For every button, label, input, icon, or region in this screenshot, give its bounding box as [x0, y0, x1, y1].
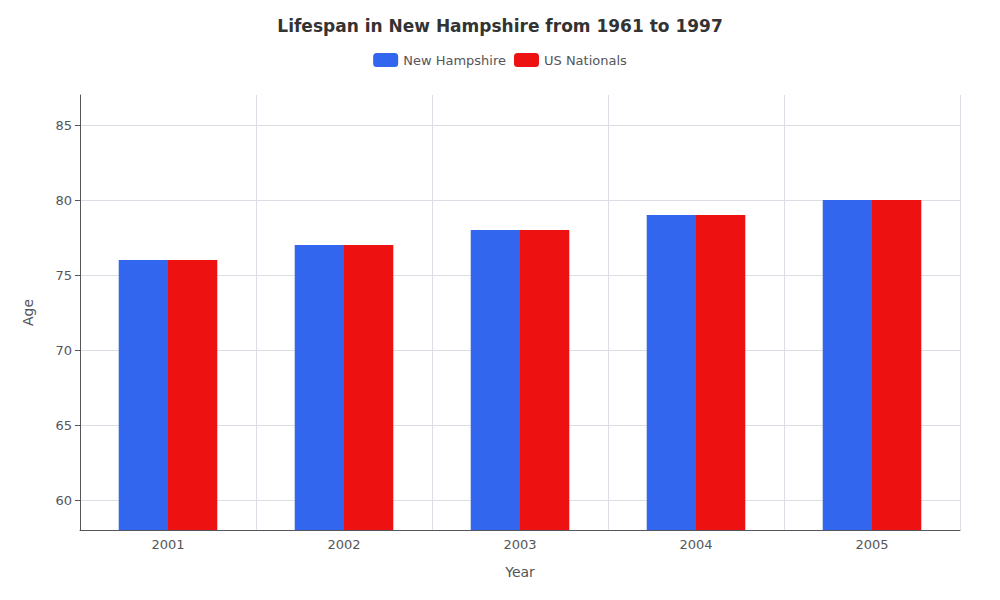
svg-text:US Nationals: US Nationals — [544, 53, 627, 68]
svg-text:75: 75 — [55, 268, 72, 283]
svg-text:65: 65 — [55, 418, 72, 433]
svg-text:New Hampshire: New Hampshire — [403, 53, 506, 68]
svg-text:2001: 2001 — [151, 537, 184, 552]
svg-text:2002: 2002 — [327, 537, 360, 552]
svg-text:Age: Age — [20, 299, 36, 326]
svg-text:70: 70 — [55, 343, 72, 358]
svg-text:2003: 2003 — [503, 537, 536, 552]
svg-text:Lifespan in New Hampshire from: Lifespan in New Hampshire from 1961 to 1… — [277, 16, 722, 36]
svg-text:2005: 2005 — [855, 537, 888, 552]
svg-text:Year: Year — [504, 564, 535, 580]
svg-text:2004: 2004 — [679, 537, 712, 552]
svg-text:60: 60 — [55, 493, 72, 508]
svg-text:85: 85 — [55, 118, 72, 133]
svg-text:80: 80 — [55, 193, 72, 208]
